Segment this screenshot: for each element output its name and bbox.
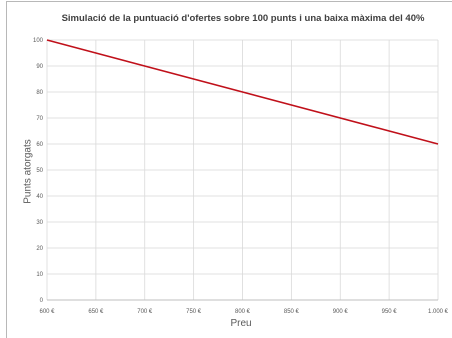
y-tick-label: 80 (36, 90, 43, 96)
top-border (6, 1, 452, 2)
x-tick-label: 600 € (39, 309, 55, 315)
x-tick-label: 800 € (235, 309, 251, 315)
chart-title: Simulació de la puntuació d'ofertes sobr… (61, 13, 425, 24)
y-tick-label: 100 (33, 38, 44, 44)
x-tick-label: 750 € (186, 309, 202, 315)
y-tick-label: 70 (36, 116, 43, 122)
x-tick-label: 700 € (137, 309, 153, 315)
y-tick-label: 40 (36, 194, 43, 200)
y-tick-label: 50 (36, 168, 43, 174)
x-axis-label: Preu (230, 318, 252, 329)
y-tick-label: 20 (36, 246, 43, 252)
y-tick-label: 10 (36, 272, 43, 278)
x-tick-label: 900 € (333, 309, 349, 315)
x-tick-label: 950 € (382, 309, 398, 315)
x-tick-label: 1.000 € (428, 309, 449, 315)
y-tick-label: 0 (40, 298, 44, 304)
y-tick-label: 30 (36, 220, 43, 226)
y-tick-label: 60 (36, 142, 43, 148)
x-tick-label: 850 € (284, 309, 300, 315)
y-tick-label: 90 (36, 64, 43, 70)
x-tick-label: 650 € (88, 309, 104, 315)
left-border (6, 1, 7, 338)
series-line (46, 39, 439, 145)
